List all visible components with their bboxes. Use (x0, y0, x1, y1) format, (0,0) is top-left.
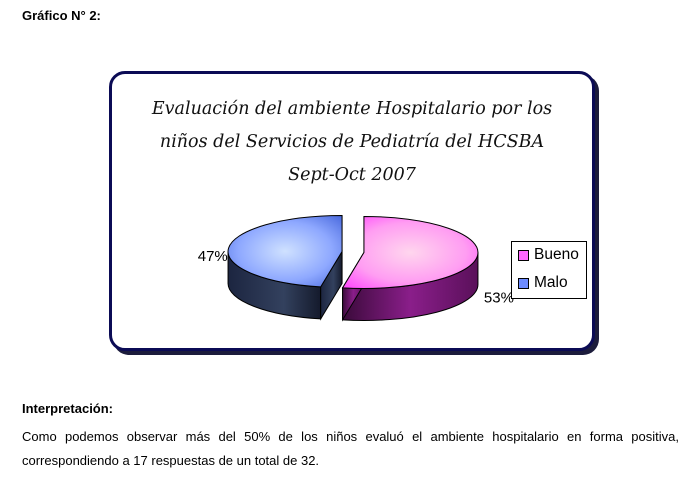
figure-heading: Gráfico N° 2: (22, 8, 101, 23)
pie-label-malo: 47% (198, 248, 228, 265)
pie-labels: 53% 47% (198, 248, 514, 307)
legend-item-malo: Malo (512, 270, 586, 296)
pie-top-malo (227, 215, 343, 288)
legend-label-bueno: Bueno (534, 246, 579, 263)
legend-item-bueno: Bueno (512, 242, 586, 268)
pie-top-bueno (341, 215, 479, 289)
chart-title-line-3: Sept-Oct 2007 (288, 165, 416, 185)
legend-swatch-bueno (518, 249, 529, 261)
legend-label-malo: Malo (534, 274, 568, 291)
pie-slices (227, 215, 479, 322)
legend-swatch-malo (518, 277, 529, 289)
chart-legend: Bueno Malo (511, 241, 587, 299)
pie-label-bueno: 53% (484, 290, 514, 307)
pie-chart: 53% 47% (198, 215, 514, 322)
chart-title-line-2: niños del Servicios de Pediatría del HCS… (159, 132, 545, 152)
interpretation-title: Interpretación: (22, 401, 114, 416)
interpretation-text: Como podemos observar más del 50% de los… (22, 429, 679, 468)
chart-title: Evaluación del ambiente Hospitalario por… (112, 93, 592, 192)
chart-title-line-1: Evaluación del ambiente Hospitalario por… (151, 99, 553, 119)
chart-frame: Evaluación del ambiente Hospitalario por… (109, 71, 595, 351)
pie-slice-bueno (341, 215, 479, 322)
pie-slice-malo (227, 215, 343, 321)
